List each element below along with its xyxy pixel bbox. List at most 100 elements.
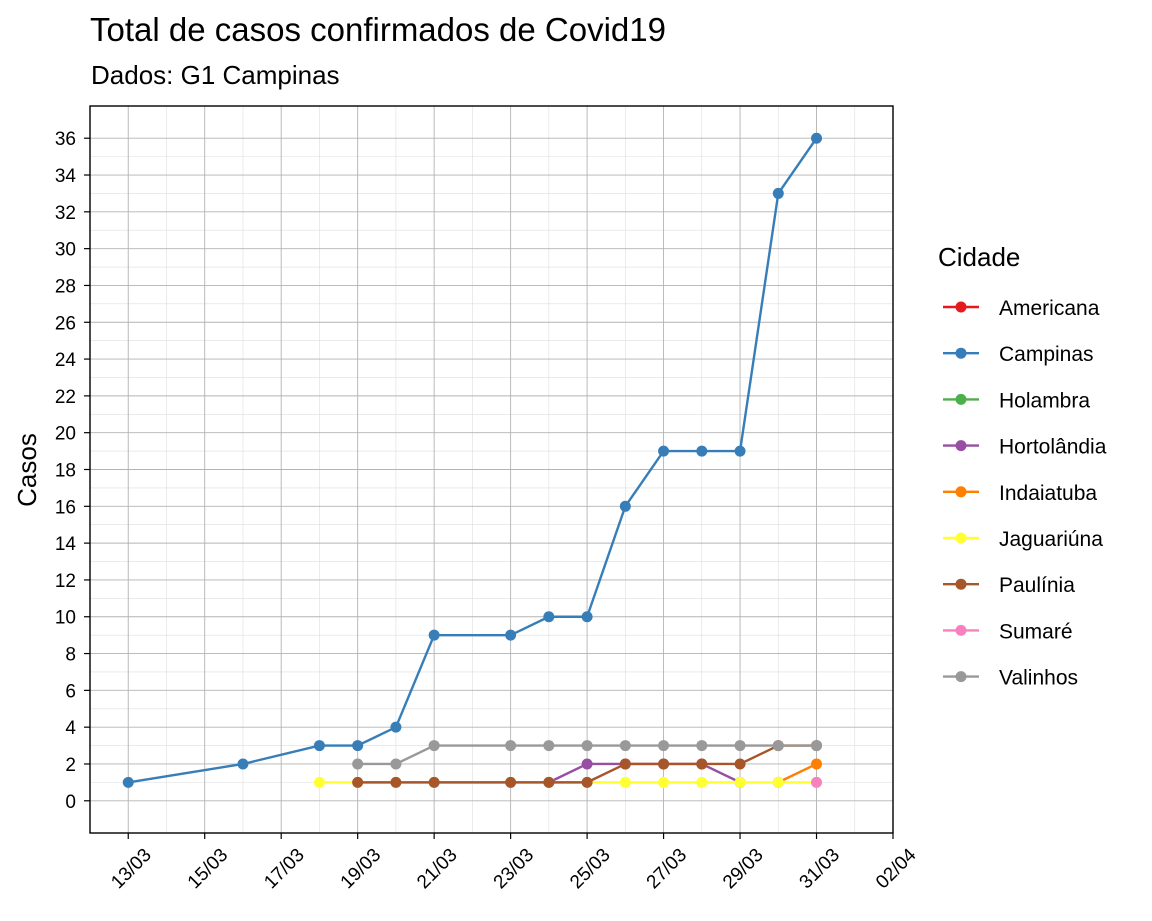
y-tick-label: 30 bbox=[55, 240, 76, 261]
legend-item-jaguariuna: Jaguariúna bbox=[943, 528, 1103, 551]
series-line-indaiatuba bbox=[777, 762, 818, 784]
data-point-campinas bbox=[581, 611, 593, 623]
y-tick-label: 0 bbox=[65, 792, 76, 813]
y-tick-label: 2 bbox=[65, 755, 76, 776]
data-point-campinas bbox=[352, 740, 364, 752]
data-point-paulinia bbox=[619, 758, 631, 770]
chart-subtitle: Dados: G1 Campinas bbox=[91, 60, 340, 90]
data-point-campinas bbox=[390, 721, 402, 733]
chart-title: Total de casos confirmados de Covid19 bbox=[90, 11, 666, 48]
data-point-campinas bbox=[505, 629, 517, 641]
y-tick-label: 14 bbox=[55, 534, 77, 555]
data-point-jaguariuna bbox=[772, 776, 784, 788]
series-line-paulinia bbox=[357, 744, 817, 784]
y-tick-label: 12 bbox=[55, 571, 76, 592]
legend-item-campinas: Campinas bbox=[943, 343, 1094, 366]
data-point-jaguariuna bbox=[658, 776, 670, 788]
series-line-valinhos bbox=[357, 744, 817, 766]
data-point-paulinia bbox=[658, 758, 670, 770]
legend-key-point bbox=[955, 347, 967, 359]
y-tick-label: 18 bbox=[55, 461, 76, 482]
data-point-jaguariuna bbox=[734, 776, 746, 788]
series-layer bbox=[122, 132, 823, 788]
legend-key-point bbox=[955, 671, 967, 683]
y-tick-label: 4 bbox=[65, 718, 76, 739]
data-point-paulinia bbox=[352, 776, 364, 788]
data-point-campinas bbox=[772, 187, 784, 199]
x-tick-label: 27/03 bbox=[643, 845, 691, 893]
data-point-hortolandia bbox=[581, 758, 593, 770]
data-point-campinas bbox=[734, 445, 746, 457]
data-point-paulinia bbox=[543, 776, 555, 788]
data-point-jaguariuna bbox=[313, 776, 325, 788]
data-point-campinas bbox=[122, 776, 134, 788]
y-tick-label: 16 bbox=[55, 497, 76, 518]
data-point-valinhos bbox=[428, 740, 440, 752]
data-point-campinas bbox=[237, 758, 249, 770]
data-point-campinas bbox=[313, 740, 325, 752]
legend-key-point bbox=[955, 301, 967, 313]
data-point-campinas bbox=[619, 500, 631, 512]
legend-key-point bbox=[955, 486, 967, 498]
data-point-paulinia bbox=[390, 776, 402, 788]
data-point-valinhos bbox=[619, 740, 631, 752]
data-point-valinhos bbox=[352, 758, 364, 770]
legend: Cidade Americana Campinas Holambra Hortolân… bbox=[938, 242, 1107, 690]
data-point-sumare bbox=[811, 776, 823, 788]
y-tick-label: 34 bbox=[55, 166, 77, 187]
data-point-paulinia bbox=[428, 776, 440, 788]
data-point-campinas bbox=[543, 611, 555, 623]
legend-label: Valinhos bbox=[999, 667, 1078, 690]
y-tick-label: 10 bbox=[55, 608, 76, 629]
x-tick-label: 23/03 bbox=[490, 845, 538, 893]
legend-item-americana: Americana bbox=[943, 297, 1100, 320]
x-tick-label: 15/03 bbox=[184, 845, 232, 893]
data-point-valinhos bbox=[390, 758, 402, 770]
legend-item-hortolandia: Hortolândia bbox=[943, 436, 1107, 459]
series-sumare bbox=[811, 776, 823, 788]
series-line-hortolandia bbox=[548, 762, 741, 784]
y-tick-label: 28 bbox=[55, 276, 76, 297]
legend-item-paulinia: Paulínia bbox=[943, 574, 1075, 597]
legend-title: Cidade bbox=[938, 242, 1020, 272]
legend-item-holambra: Holambra bbox=[943, 389, 1090, 412]
legend-item-indaiatuba: Indaiatuba bbox=[943, 482, 1097, 505]
legend-item-sumare: Sumaré bbox=[943, 620, 1073, 643]
legend-label: Sumaré bbox=[999, 620, 1073, 643]
x-axis: 13/03 15/03 17/03 19/03 21/03 23/03 25/03 27/03… bbox=[107, 833, 921, 893]
x-tick-label: 19/03 bbox=[337, 845, 385, 893]
data-point-valinhos bbox=[696, 740, 708, 752]
data-point-campinas bbox=[811, 132, 823, 144]
data-point-indaiatuba bbox=[811, 758, 823, 770]
y-tick-label: 36 bbox=[55, 129, 76, 150]
data-point-campinas bbox=[696, 445, 708, 457]
data-point-jaguariuna bbox=[696, 776, 708, 788]
data-point-valinhos bbox=[581, 740, 593, 752]
legend-label: Jaguariúna bbox=[999, 528, 1103, 551]
y-tick-label: 22 bbox=[55, 387, 76, 408]
legend-label: Paulínia bbox=[999, 574, 1075, 597]
data-point-paulinia bbox=[505, 776, 517, 788]
data-point-campinas bbox=[428, 629, 440, 641]
data-point-paulinia bbox=[581, 776, 593, 788]
data-point-valinhos bbox=[543, 740, 555, 752]
x-tick-label: 02/04 bbox=[872, 844, 921, 893]
legend-key-point bbox=[955, 532, 967, 544]
legend-label: Indaiatuba bbox=[999, 482, 1097, 505]
legend-label: Campinas bbox=[999, 343, 1094, 366]
legend-key-point bbox=[955, 624, 967, 636]
x-tick-label: 31/03 bbox=[796, 845, 844, 893]
data-point-valinhos bbox=[811, 740, 823, 752]
y-tick-label: 32 bbox=[55, 203, 76, 224]
legend-key-point bbox=[955, 440, 967, 452]
y-tick-label: 20 bbox=[55, 424, 76, 445]
data-point-valinhos bbox=[772, 740, 784, 752]
y-tick-label: 8 bbox=[65, 645, 76, 666]
legend-key-point bbox=[955, 578, 967, 590]
y-tick-label: 24 bbox=[55, 350, 77, 371]
series-paulinia bbox=[352, 740, 823, 788]
data-point-paulinia bbox=[734, 758, 746, 770]
data-point-valinhos bbox=[734, 740, 746, 752]
